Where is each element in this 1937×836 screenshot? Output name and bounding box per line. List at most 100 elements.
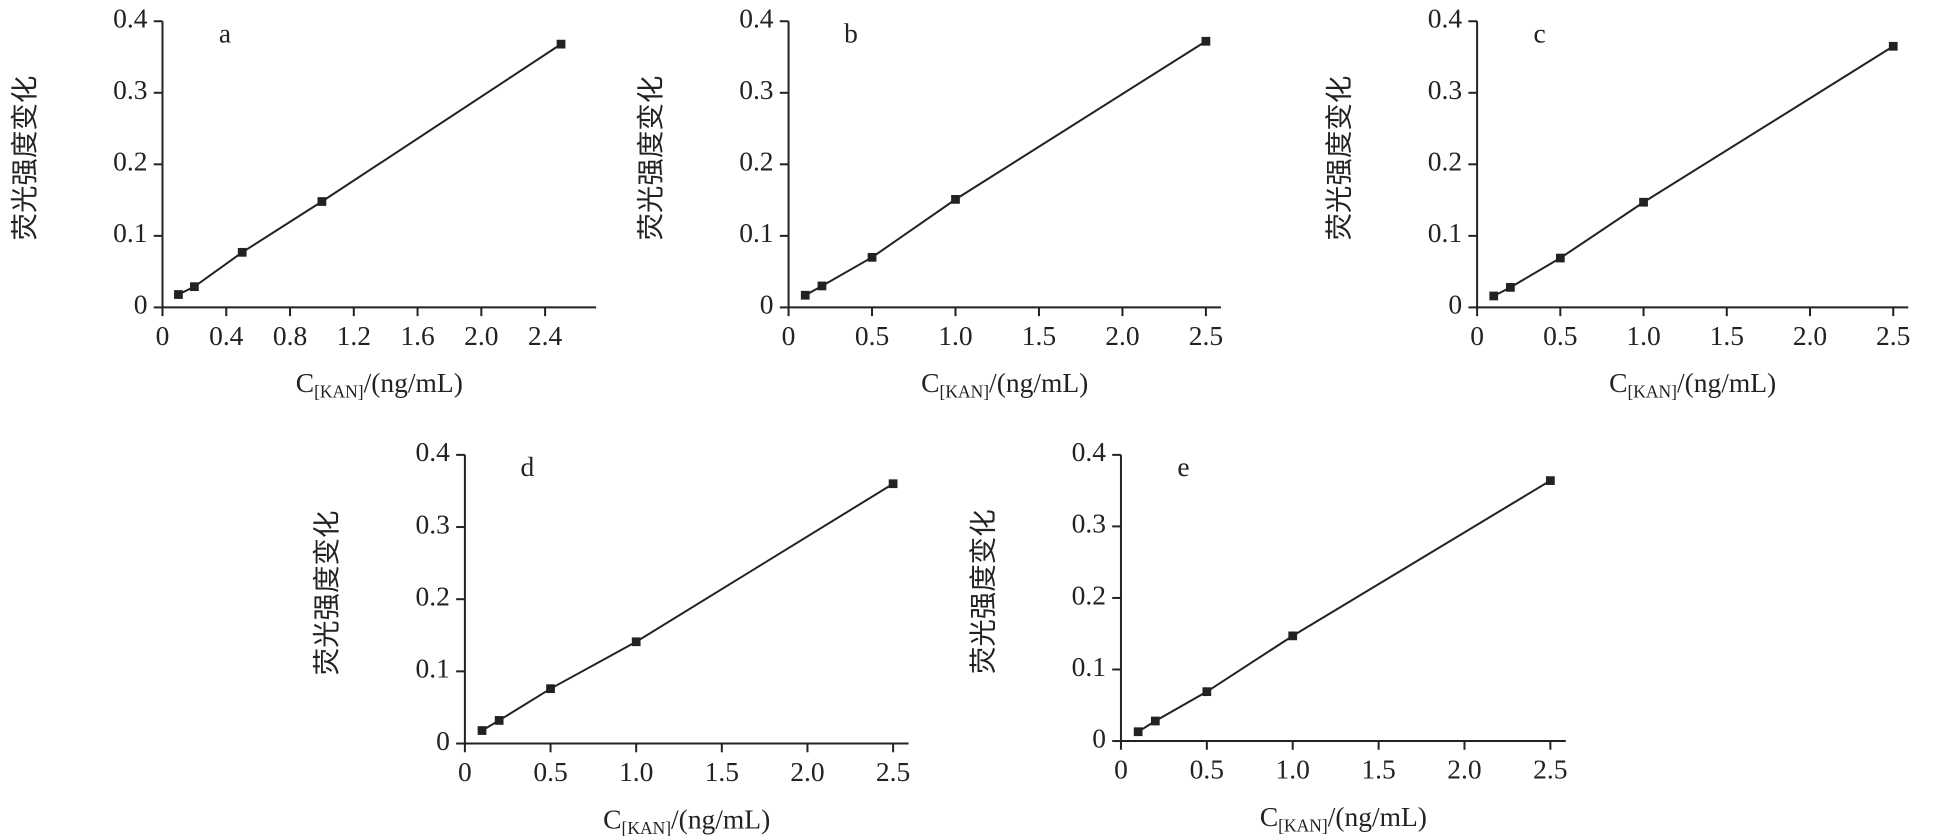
x-label-rest: /(ng/mL) — [364, 368, 463, 398]
x-label-sub: [KAN] — [940, 382, 990, 402]
x-tick-label: 0.4 — [209, 321, 244, 351]
y-tick-label: 0.3 — [416, 509, 450, 539]
line — [177, 43, 562, 296]
x-tick-label: 1.5 — [1710, 321, 1744, 351]
y-tick-label: 0.4 — [113, 4, 148, 34]
marker — [1506, 283, 1515, 292]
x-tick-label: 2.5 — [1189, 321, 1223, 351]
y-tick-label: 0.2 — [113, 147, 147, 177]
x-tick-label: 1.5 — [1361, 755, 1395, 785]
x-tick-label: 2.4 — [528, 321, 563, 351]
y-tick-label: 0.4 — [739, 4, 774, 34]
marker — [1555, 253, 1565, 263]
y-tick-label: 0.1 — [1428, 218, 1462, 248]
x-label-main: C — [603, 805, 621, 835]
y-tick-label: 0.3 — [113, 75, 147, 105]
x-tick-label: 0 — [458, 757, 472, 787]
x-tick-label: 2.0 — [790, 757, 824, 787]
marker — [477, 726, 487, 735]
x-tick-label: 2.5 — [1876, 321, 1910, 351]
x-label-sub: [KAN] — [621, 818, 671, 836]
x-label-main: C — [1609, 368, 1627, 398]
x-tick-label: 1.2 — [337, 321, 371, 351]
y-tick-label: 0 — [760, 290, 774, 320]
y-axis-label: 荧光强度变化 — [10, 76, 40, 241]
marker — [494, 716, 504, 725]
y-tick-label: 0.2 — [1428, 147, 1462, 177]
x-tick-label: 1.0 — [1276, 755, 1310, 785]
marker — [1150, 716, 1160, 726]
x-tick-label: 0.5 — [533, 757, 567, 787]
x-tick-label: 2.0 — [1447, 755, 1481, 785]
panel-label: c — [1533, 19, 1545, 49]
marker — [1489, 291, 1499, 301]
x-label-main: C — [1260, 802, 1278, 832]
marker — [1202, 687, 1212, 697]
panel-label: d — [521, 452, 535, 482]
x-label-rest: /(ng/mL) — [989, 368, 1088, 398]
panel-label: a — [219, 19, 231, 49]
marker — [190, 282, 199, 292]
marker — [546, 684, 555, 694]
y-tick-label: 0 — [1092, 723, 1106, 753]
y-tick-label: 0.4 — [1428, 4, 1463, 34]
marker — [1201, 36, 1211, 46]
line — [1493, 45, 1894, 297]
x-tick-label: 0.5 — [1190, 755, 1224, 785]
marker — [317, 197, 327, 206]
marker — [1133, 727, 1143, 737]
marker — [237, 247, 247, 257]
x-tick-label: 1.0 — [619, 757, 653, 787]
x-tick-label: 2.0 — [1793, 321, 1827, 351]
line — [1137, 479, 1551, 733]
x-tick-label: 1.5 — [705, 757, 739, 787]
marker — [1288, 631, 1298, 641]
marker — [1545, 476, 1555, 485]
marker — [817, 281, 827, 291]
y-tick-label: 0 — [436, 726, 450, 756]
x-label-rest: /(ng/mL) — [671, 805, 770, 835]
y-tick-label: 0.1 — [416, 654, 450, 684]
x-tick-label: 1.0 — [1626, 321, 1660, 351]
y-tick-label: 0.1 — [113, 218, 147, 248]
x-tick-label: 0.5 — [1543, 321, 1577, 351]
x-tick-label: 0 — [1114, 755, 1128, 785]
marker — [1639, 197, 1648, 207]
x-axis-label: C[KAN]/(ng/mL) — [1260, 802, 1427, 835]
panel-label: e — [1177, 452, 1189, 482]
marker — [1888, 41, 1898, 51]
x-axis-label: C[KAN]/(ng/mL) — [921, 368, 1088, 401]
x-axis-label: C[KAN]/(ng/mL) — [1609, 368, 1776, 401]
y-tick-label: 0.2 — [416, 582, 450, 612]
marker — [951, 195, 960, 204]
x-label-rest: /(ng/mL) — [1328, 802, 1427, 832]
x-tick-label: 1.0 — [938, 321, 972, 351]
y-tick-label: 0.3 — [1428, 75, 1462, 105]
x-label-rest: /(ng/mL) — [1677, 368, 1776, 398]
x-label-main: C — [921, 368, 939, 398]
marker — [631, 637, 641, 647]
y-tick-label: 0.1 — [739, 218, 773, 248]
panel-label: b — [844, 19, 858, 49]
x-tick-label: 0 — [156, 321, 170, 351]
x-label-main: C — [296, 368, 314, 398]
y-axis-label: 荧光强度变化 — [636, 76, 666, 241]
x-label-sub: [KAN] — [1627, 382, 1677, 402]
x-tick-label: 2.0 — [1105, 321, 1139, 351]
x-tick-label: 0 — [782, 321, 796, 351]
y-tick-label: 0 — [1448, 290, 1462, 320]
marker — [888, 479, 898, 489]
x-tick-label: 2.0 — [464, 321, 498, 351]
x-tick-label: 0.5 — [855, 321, 889, 351]
marker — [867, 252, 877, 262]
y-axis-label: 荧光强度变化 — [1324, 76, 1354, 241]
x-tick-label: 2.5 — [1533, 755, 1567, 785]
y-tick-label: 0.4 — [416, 437, 451, 467]
marker — [174, 290, 183, 299]
x-tick-label: 1.6 — [400, 321, 434, 351]
x-tick-label: 2.5 — [876, 757, 910, 787]
line — [481, 482, 894, 732]
x-axis-label: C[KAN]/(ng/mL) — [603, 805, 770, 836]
y-tick-label: 0.4 — [1072, 437, 1107, 467]
